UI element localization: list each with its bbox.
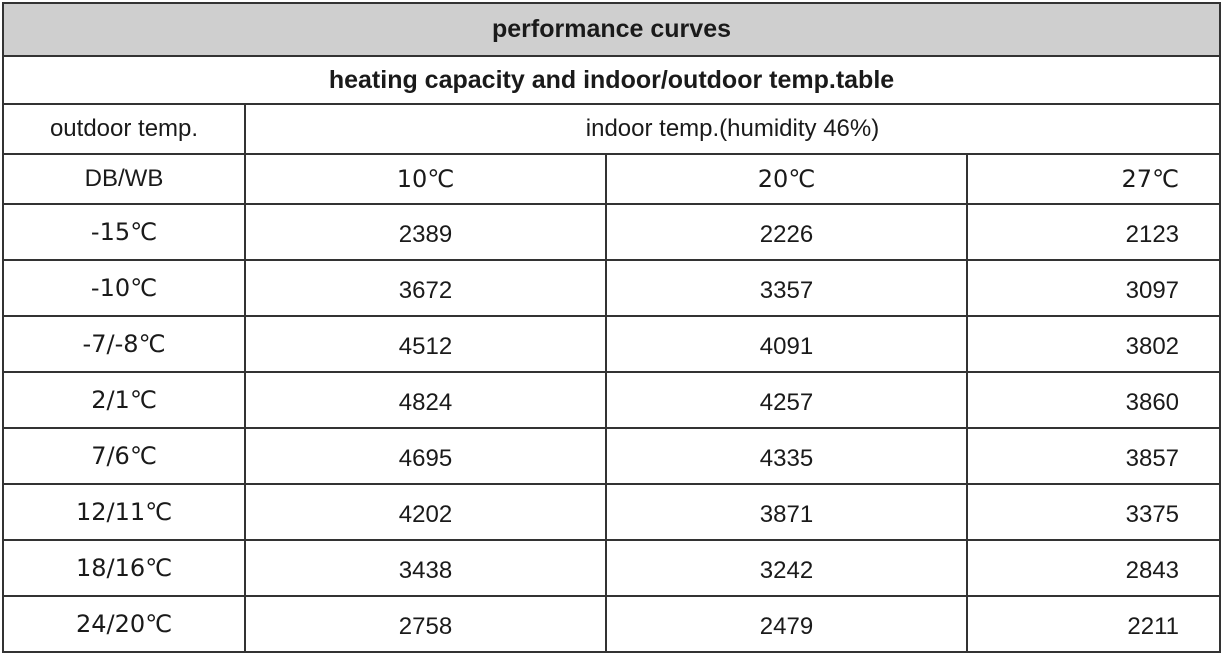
outdoor-temp-cell: -10℃ — [2, 259, 246, 317]
capacity-value-cell: 2843 — [965, 539, 1221, 597]
indoor-temp-header: indoor temp.(humidity 46%) — [243, 103, 1221, 155]
capacity-value-cell: 2758 — [244, 595, 607, 653]
capacity-value-cell: 3871 — [605, 483, 968, 541]
subtitle-row: heating capacity and indoor/outdoor temp… — [1, 55, 1221, 105]
capacity-value-cell: 3357 — [605, 259, 968, 317]
capacity-value-cell: 3242 — [605, 539, 968, 597]
capacity-value-cell: 4091 — [605, 315, 968, 373]
indoor-temp-col-1: 10℃ — [244, 153, 607, 205]
capacity-value-cell: 4202 — [244, 483, 607, 541]
subheader-row: DB/WB 10℃ 20℃ 27℃ — [2, 153, 1221, 205]
capacity-value-cell: 2211 — [965, 595, 1221, 653]
capacity-value-cell: 4257 — [605, 371, 968, 429]
table-row: -7/-8℃ 4512 4091 3802 — [2, 315, 1221, 373]
table-title: performance curves — [1, 2, 1221, 57]
capacity-value-cell: 3672 — [244, 259, 607, 317]
capacity-value-cell: 2479 — [605, 595, 968, 653]
capacity-value-cell: 3802 — [965, 315, 1221, 373]
outdoor-temp-cell: 24/20℃ — [2, 595, 246, 653]
table-row: 24/20℃ 2758 2479 2211 — [2, 595, 1221, 653]
capacity-value-cell: 2389 — [244, 203, 607, 261]
capacity-value-cell: 4824 — [244, 371, 607, 429]
capacity-value-cell: 3857 — [965, 427, 1221, 485]
capacity-value-cell: 4335 — [605, 427, 968, 485]
outdoor-temp-cell: 7/6℃ — [2, 427, 246, 485]
capacity-value-cell: 3097 — [965, 259, 1221, 317]
capacity-value-cell: 2123 — [965, 203, 1221, 261]
table-row: 2/1℃ 4824 4257 3860 — [2, 371, 1221, 429]
db-wb-header: DB/WB — [2, 153, 246, 205]
outdoor-temp-header: outdoor temp. — [2, 103, 246, 155]
outdoor-temp-cell: 2/1℃ — [2, 371, 246, 429]
table-subtitle: heating capacity and indoor/outdoor temp… — [1, 55, 1221, 105]
indoor-temp-col-3: 27℃ — [965, 153, 1221, 205]
outdoor-temp-cell: 18/16℃ — [2, 539, 246, 597]
table-row: 18/16℃ 3438 3242 2843 — [2, 539, 1221, 597]
header-row: outdoor temp. indoor temp.(humidity 46%) — [2, 103, 1221, 155]
capacity-value-cell: 3375 — [965, 483, 1221, 541]
outdoor-temp-cell: -7/-8℃ — [2, 315, 246, 373]
title-row: performance curves — [1, 2, 1221, 57]
outdoor-temp-cell: 12/11℃ — [2, 483, 246, 541]
indoor-temp-col-2: 20℃ — [605, 153, 968, 205]
capacity-value-cell: 3438 — [244, 539, 607, 597]
capacity-value-cell: 2226 — [605, 203, 968, 261]
table-row: 7/6℃ 4695 4335 3857 — [2, 427, 1221, 485]
capacity-value-cell: 3860 — [965, 371, 1221, 429]
capacity-value-cell: 4512 — [244, 315, 607, 373]
table-row: -15℃ 2389 2226 2123 — [2, 203, 1221, 261]
table-row: -10℃ 3672 3357 3097 — [2, 259, 1221, 317]
outdoor-temp-cell: -15℃ — [2, 203, 246, 261]
capacity-value-cell: 4695 — [244, 427, 607, 485]
table-row: 12/11℃ 4202 3871 3375 — [2, 483, 1221, 541]
